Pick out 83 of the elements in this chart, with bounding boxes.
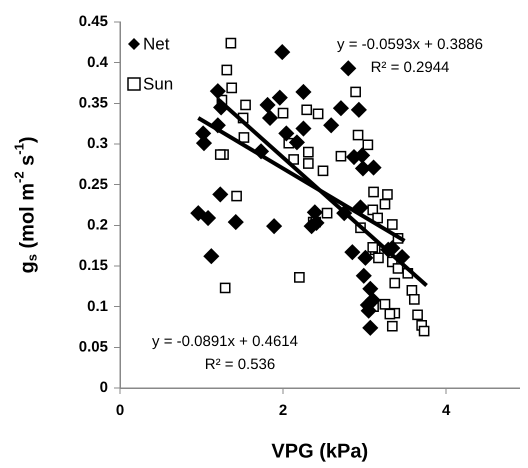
point [274,44,290,60]
point [356,268,372,284]
point [214,149,226,160]
annotation: R² = 0.2944 [370,59,450,76]
y-tick-label: 0.05 [78,338,108,356]
y-tick-label: 0.45 [78,13,108,30]
point [226,82,238,94]
point [418,326,430,336]
point [408,294,420,305]
point [386,320,398,332]
point [380,198,390,210]
point [289,134,305,150]
point [351,102,367,118]
point [386,219,398,230]
legend-label: Sun [143,74,174,94]
point [380,298,390,310]
point [294,272,305,283]
point [333,100,349,116]
x-tick-label: 4 [442,402,451,420]
y-tick-label: 0 [100,379,108,396]
point [307,204,323,220]
point [336,150,346,162]
point [302,146,314,158]
point [212,186,228,202]
point [366,160,382,176]
x-tick-label: 2 [278,402,288,420]
point [220,282,231,294]
point [362,139,374,150]
point [228,214,244,230]
point [301,104,312,116]
point [278,126,294,142]
point [210,83,226,99]
point [384,308,396,320]
y-axis-title: gs (mol m-2 s-1) [12,136,40,274]
point [323,118,339,134]
point [352,200,368,216]
point [266,218,282,234]
y-tick-label: 0.1 [87,298,108,315]
point [238,132,250,143]
point [362,281,378,297]
point [231,190,242,202]
y-tick-label: 0.4 [87,54,109,71]
point [221,64,232,76]
annotation: R² = 0.536 [204,356,276,374]
point [382,189,393,200]
y-tick-label: 0.25 [78,176,108,193]
point [392,263,404,274]
point [240,100,251,110]
point [190,205,206,221]
point [278,108,288,118]
point [200,210,216,226]
point [260,97,276,113]
point [367,242,378,253]
point [318,165,328,176]
point [322,208,332,218]
x-axis-title: VPG (kPa) [271,440,368,463]
x-tick-label: 0 [116,402,124,420]
point [296,120,312,136]
point [204,248,220,264]
point [372,212,383,224]
point [350,86,361,98]
point [226,38,236,48]
point [389,278,400,288]
legend-label: Net [143,34,170,54]
point [344,244,360,260]
point [340,60,356,76]
annotation: y = -0.0593x + 0.3886 [337,36,483,54]
y-tick-label: 0.35 [78,94,108,112]
point [352,130,364,140]
point [373,252,384,264]
point [412,309,423,320]
point [362,320,378,336]
annotation: y = -0.0891x + 0.4614 [152,333,298,350]
y-tick-label: 0.3 [87,135,108,152]
y-tick-label: 0.2 [87,216,108,234]
point [262,110,278,126]
point [368,186,379,198]
point [302,158,314,169]
point [312,108,324,120]
point [296,84,312,100]
point [272,90,288,106]
point [358,250,374,266]
y-tick-label: 0.15 [78,257,108,274]
